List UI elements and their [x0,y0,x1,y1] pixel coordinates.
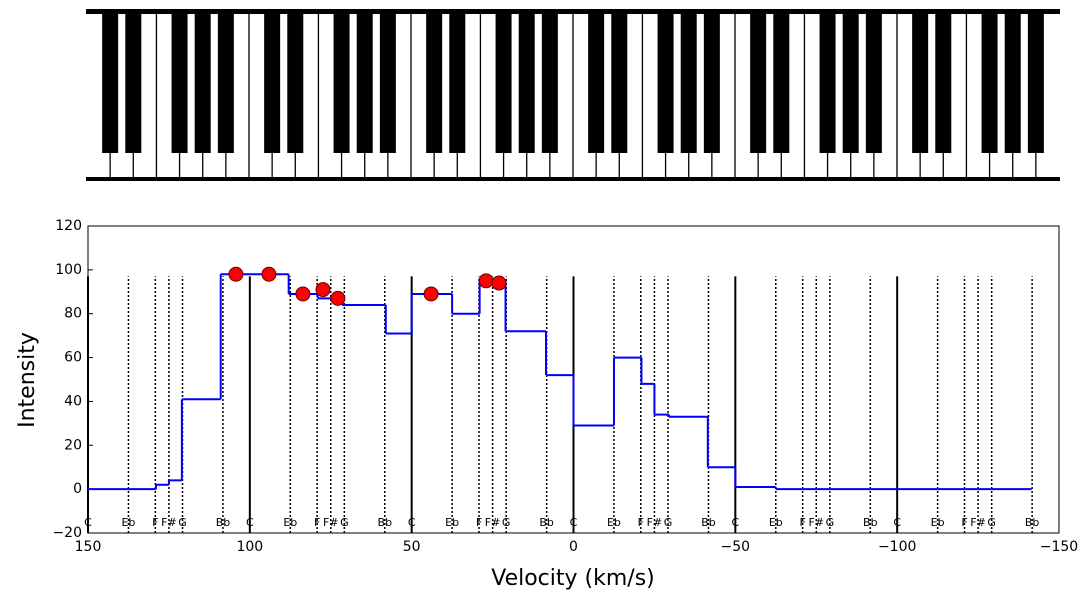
y-tick-label: 120 [55,218,82,234]
point [491,275,507,291]
black-key [842,12,859,153]
note-label: Bb [216,516,231,529]
black-key [333,12,350,153]
black-key [865,12,882,153]
point [261,266,277,282]
note-label: G [987,516,996,529]
note-label: F [638,516,644,529]
y-tick-label: 20 [64,437,82,453]
note-label: C [246,516,254,529]
note-label: C [570,516,578,529]
note-label: Eb [607,516,621,529]
note-label: Bb [701,516,716,529]
note-label: F [961,516,967,529]
note-label: G [178,516,187,529]
black-key [495,12,512,153]
x-tick-label: 0 [569,539,578,555]
black-key [518,12,535,153]
point [478,273,494,289]
keyboard-top [86,9,1060,14]
note-label: Eb [931,516,945,529]
y-axis-label: Intensity [15,332,40,428]
note-label: F# [485,516,501,529]
x-tick-label: 150 [75,539,102,555]
note-label: C [408,516,416,529]
note-label: Bb [863,516,878,529]
note-label: F# [808,516,824,529]
black-key [379,12,396,153]
black-key [541,12,558,153]
black-key [981,12,998,153]
note-label: C [893,516,901,529]
note-label: C [731,516,739,529]
piano-keyboard [86,9,1060,181]
black-key [171,12,188,153]
y-tick-label: 0 [73,481,82,497]
note-label: F# [323,516,339,529]
note-label: F [476,516,482,529]
y-tick-label: 100 [55,262,82,278]
black-key [287,12,304,153]
black-key [217,12,234,153]
y-tick-label: −20 [52,525,82,541]
note-label: F [152,516,158,529]
note-label: F# [161,516,177,529]
keyboard-bottom [86,177,1060,181]
black-key [912,12,929,153]
point [315,282,331,298]
note-label: G [664,516,673,529]
note-label: F# [647,516,663,529]
y-tick-label: 80 [64,306,82,322]
note-label: Eb [445,516,459,529]
note-label: F# [970,516,986,529]
black-key [935,12,952,153]
point [295,286,311,302]
black-key [194,12,211,153]
note-label: F [799,516,805,529]
note-label: Bb [539,516,554,529]
note-label: C [84,516,92,529]
note-label: Bb [378,516,393,529]
point [423,286,439,302]
black-key [426,12,443,153]
black-key [356,12,373,153]
x-tick-label: 100 [236,539,263,555]
black-key [125,12,142,153]
black-key [773,12,790,153]
y-tick-label: 60 [64,350,82,366]
note-label: Bb [1025,516,1040,529]
note-label: F [314,516,320,529]
point [330,290,346,306]
note-label: Eb [283,516,297,529]
x-tick-label: −150 [1040,539,1078,555]
x-axis-label: Velocity (km/s) [491,566,655,591]
black-key [819,12,836,153]
x-tick-label: 50 [403,539,421,555]
black-key [703,12,720,153]
black-key [1004,12,1021,153]
note-label: Eb [769,516,783,529]
x-tick-label: −100 [878,539,916,555]
black-key [657,12,674,153]
black-key [680,12,697,153]
black-key [588,12,605,153]
point [228,266,244,282]
x-tick-label: −50 [721,539,751,555]
black-key [611,12,628,153]
black-key [449,12,466,153]
note-label: G [340,516,349,529]
y-tick-label: 40 [64,393,82,409]
note-label: G [502,516,511,529]
black-key [1027,12,1044,153]
note-label: Eb [121,516,135,529]
black-key [102,12,119,153]
black-key [264,12,281,153]
black-key [750,12,767,153]
note-label: G [826,516,835,529]
